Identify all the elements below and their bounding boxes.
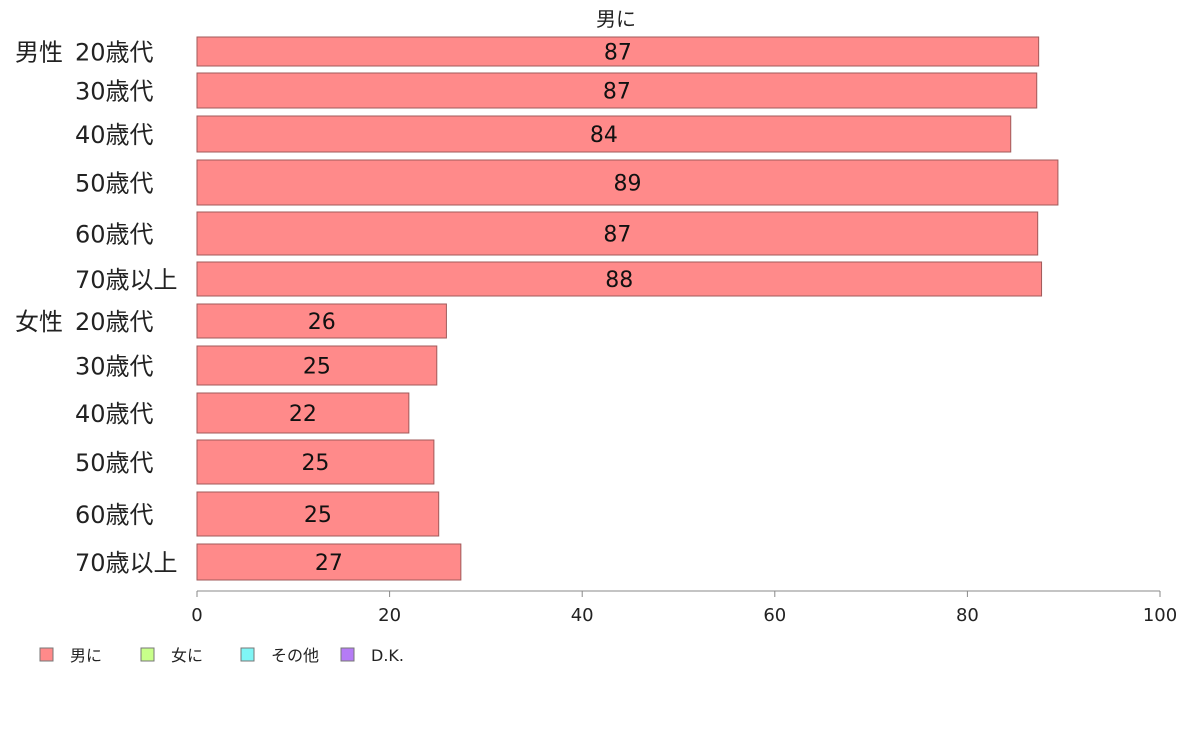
category-label-10: 60歳代 bbox=[75, 501, 154, 529]
bar-2 bbox=[196, 115, 1012, 153]
bar-1 bbox=[196, 72, 1038, 109]
value-label-3: 89 bbox=[613, 172, 641, 197]
x-tick-label-5: 100 bbox=[1143, 605, 1177, 626]
bar-6 bbox=[196, 303, 447, 339]
category-label-7: 30歳代 bbox=[75, 353, 154, 381]
category-label-6: 20歳代 bbox=[75, 308, 154, 336]
x-tick-label-0: 0 bbox=[191, 605, 202, 626]
value-label-7: 25 bbox=[303, 355, 331, 380]
legend-swatch-3 bbox=[340, 647, 355, 662]
category-label-0: 20歳代 bbox=[75, 39, 154, 67]
group-label-1: 女性 bbox=[15, 308, 63, 336]
value-label-0: 87 bbox=[604, 41, 632, 66]
bar-8 bbox=[196, 392, 410, 434]
category-label-8: 40歳代 bbox=[75, 400, 154, 428]
legend-swatch-2 bbox=[240, 647, 255, 662]
legend-label-3: D.K. bbox=[371, 646, 404, 665]
value-label-4: 87 bbox=[603, 223, 631, 248]
category-label-9: 50歳代 bbox=[75, 449, 154, 477]
bars-layer: 8720歳代男性8730歳代8440歳代8950歳代8760歳代8870歳以上2… bbox=[15, 36, 1059, 581]
category-label-1: 30歳代 bbox=[75, 78, 154, 106]
bar-3 bbox=[196, 159, 1059, 206]
bar-0 bbox=[196, 36, 1040, 67]
value-label-5: 88 bbox=[605, 268, 633, 293]
value-label-1: 87 bbox=[603, 80, 631, 105]
category-label-11: 70歳以上 bbox=[75, 549, 178, 577]
value-label-2: 84 bbox=[590, 123, 618, 148]
bar-9 bbox=[196, 439, 435, 485]
value-label-10: 25 bbox=[304, 503, 332, 528]
legend-swatch-1 bbox=[140, 647, 155, 662]
value-label-9: 25 bbox=[301, 451, 329, 476]
bar-7 bbox=[196, 345, 438, 386]
value-label-11: 27 bbox=[315, 551, 343, 576]
bar-10 bbox=[196, 491, 440, 537]
legend-swatch-0 bbox=[39, 647, 54, 662]
x-tick-label-2: 40 bbox=[571, 605, 594, 626]
legend-label-1: 女に bbox=[171, 646, 203, 665]
x-tick-label-1: 20 bbox=[378, 605, 401, 626]
x-tick-label-3: 60 bbox=[763, 605, 786, 626]
value-label-8: 22 bbox=[289, 402, 317, 427]
bar-4 bbox=[196, 211, 1039, 256]
category-label-5: 70歳以上 bbox=[75, 266, 178, 294]
value-label-6: 26 bbox=[308, 310, 336, 335]
legend-label-0: 男に bbox=[70, 646, 102, 665]
bar-11 bbox=[196, 543, 462, 581]
bar-5 bbox=[196, 261, 1043, 297]
group-label-0: 男性 bbox=[15, 39, 63, 67]
category-label-3: 50歳代 bbox=[75, 170, 154, 198]
x-tick-label-4: 80 bbox=[956, 605, 979, 626]
legend-label-2: その他 bbox=[271, 646, 319, 665]
series-title: 男に bbox=[596, 7, 636, 31]
legend: 男に 女に その他 D.K. bbox=[39, 646, 404, 665]
category-label-4: 60歳代 bbox=[75, 221, 154, 249]
x-axis: 0 20 40 60 80 100 bbox=[191, 590, 1177, 626]
category-label-2: 40歳代 bbox=[75, 121, 154, 149]
